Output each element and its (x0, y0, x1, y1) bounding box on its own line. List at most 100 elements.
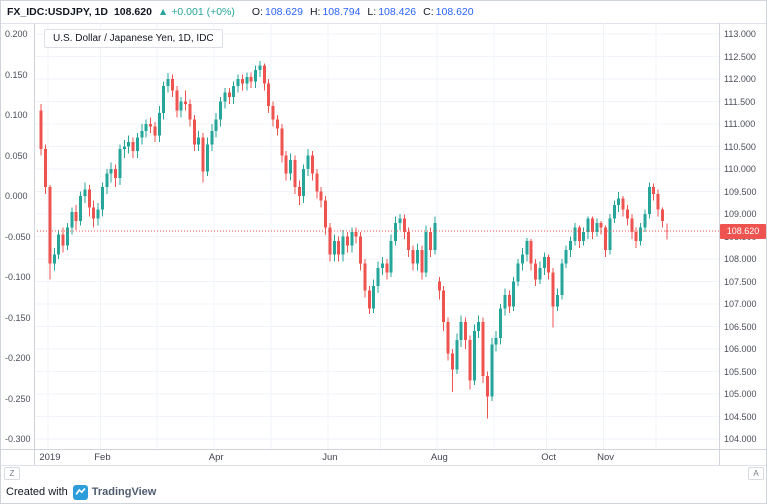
candle-up (472, 331, 476, 381)
candle-down (529, 241, 533, 264)
candle-up (647, 187, 651, 214)
candle-up (118, 148, 122, 178)
bottom-toolbar-divider (1, 465, 766, 466)
candle-down (464, 322, 468, 340)
candle-down (437, 281, 441, 291)
candle-down (324, 200, 328, 228)
candle-up (394, 223, 398, 241)
right-axis-tick: 107.000 (724, 299, 757, 309)
candle-down (485, 376, 489, 397)
candle-up (608, 218, 612, 250)
left-axis-tick: -0.150 (5, 312, 31, 323)
candle-down (656, 193, 660, 210)
tradingview-logo-icon[interactable] (72, 484, 88, 500)
candle-up (162, 85, 166, 113)
left-axis-tick: 0.100 (5, 110, 28, 120)
candle-up (100, 187, 104, 210)
auto-scale-button[interactable]: A (748, 467, 764, 480)
candle-down (630, 218, 634, 232)
candle-down (407, 232, 411, 250)
candle-up (617, 198, 621, 205)
low-value: 108.426 (378, 6, 417, 18)
high-label: H: (309, 6, 321, 18)
candle-down (345, 236, 349, 246)
candle-down (652, 187, 656, 194)
right-axis-tick: 112.000 (724, 74, 756, 84)
candle-down (319, 191, 323, 201)
candle-down (201, 137, 205, 172)
candle-down (429, 232, 433, 250)
open-label: O: (251, 6, 263, 18)
left-axis-tick: -0.100 (5, 272, 31, 282)
candle-up (140, 130, 144, 138)
candle-down (411, 250, 415, 264)
candle-up (569, 241, 573, 250)
candle-down (534, 263, 538, 280)
left-price-scale[interactable]: 0.200 0.150 0.100 0.050 0.000 -0.050 -0.100 -0.… (1, 23, 34, 449)
candle-up (83, 189, 87, 196)
candle-down (170, 79, 174, 91)
right-axis-tick: 107.500 (724, 276, 757, 287)
price-change: ▲ +0.001 (+0%) (158, 6, 235, 18)
candle-up (179, 101, 183, 111)
candle-down (551, 272, 555, 307)
candle-down (188, 103, 192, 120)
candle-down (267, 83, 271, 106)
tradingview-brand-link[interactable]: TradingView (91, 486, 157, 498)
candle-down (184, 101, 188, 104)
time-axis-tick: Jun (322, 452, 338, 463)
right-axis-tick: 111.500 (724, 96, 756, 107)
candle-down (310, 155, 314, 174)
right-axis-tick: 111.000 (724, 119, 756, 129)
candle-up (109, 169, 113, 174)
last-price-label: 108.620 (720, 223, 766, 239)
candle-up (223, 92, 227, 102)
candle-down (634, 232, 638, 241)
candle-up (595, 223, 599, 232)
right-axis-tick: 112.500 (724, 51, 756, 62)
candle-down (590, 218, 594, 232)
candle-down (354, 232, 358, 237)
chart-legend[interactable]: U.S. Dollar / Japanese Yen, 1D, IDC (44, 29, 223, 48)
candle-down (621, 198, 625, 210)
candle-down (87, 189, 91, 208)
candle-up (219, 101, 223, 120)
candle-up (573, 227, 577, 241)
candle-up (197, 137, 201, 145)
candle-down (284, 155, 288, 174)
left-axis-tick: 0.000 (5, 191, 28, 201)
time-scale[interactable]: 2019 Feb Apr Jun Aug Oct Nov (1, 449, 766, 465)
candle-down (240, 79, 244, 84)
time-axis-tick: Nov (597, 452, 615, 463)
candle-up (612, 205, 616, 219)
chart-header: FX_IDC:USDJPY, 1D 108.620 ▲ +0.001 (+0%)… (1, 1, 766, 23)
candle-down (175, 90, 179, 111)
left-axis-tick: 0.150 (5, 69, 28, 80)
candle-up (65, 227, 69, 246)
candle-up (516, 263, 520, 282)
time-scale-divider (1, 449, 766, 450)
candle-down (44, 148, 48, 187)
left-axis-tick: -0.050 (5, 231, 31, 242)
candle-up (586, 218, 590, 232)
symbol-title[interactable]: FX_IDC:USDJPY, 1D (7, 6, 108, 18)
right-price-scale[interactable]: 113.000 112.500 112.000 111.500 111.000 110.5… (720, 23, 766, 449)
left-scale-divider (34, 23, 35, 465)
candle-up (494, 337, 498, 345)
candle-up (52, 254, 56, 264)
left-axis-tick: -0.250 (5, 393, 31, 404)
candle-up (639, 227, 643, 241)
candle-up (57, 234, 61, 255)
right-axis-tick: 104.500 (724, 411, 757, 422)
candle-up (542, 256, 546, 268)
change-text: +0.001 (+0%) (171, 6, 235, 18)
candle-down (481, 322, 485, 376)
right-axis-tick: 113.000 (724, 29, 756, 39)
candle-down (450, 353, 454, 370)
chart-plot-area[interactable]: U.S. Dollar / Japanese Yen, 1D, IDC (34, 23, 719, 449)
left-axis-tick: -0.300 (5, 434, 31, 444)
candle-up (341, 236, 345, 255)
candle-down (363, 263, 367, 291)
left-scale-mode-button[interactable]: Z (4, 467, 20, 480)
high-value: 108.794 (322, 6, 361, 18)
